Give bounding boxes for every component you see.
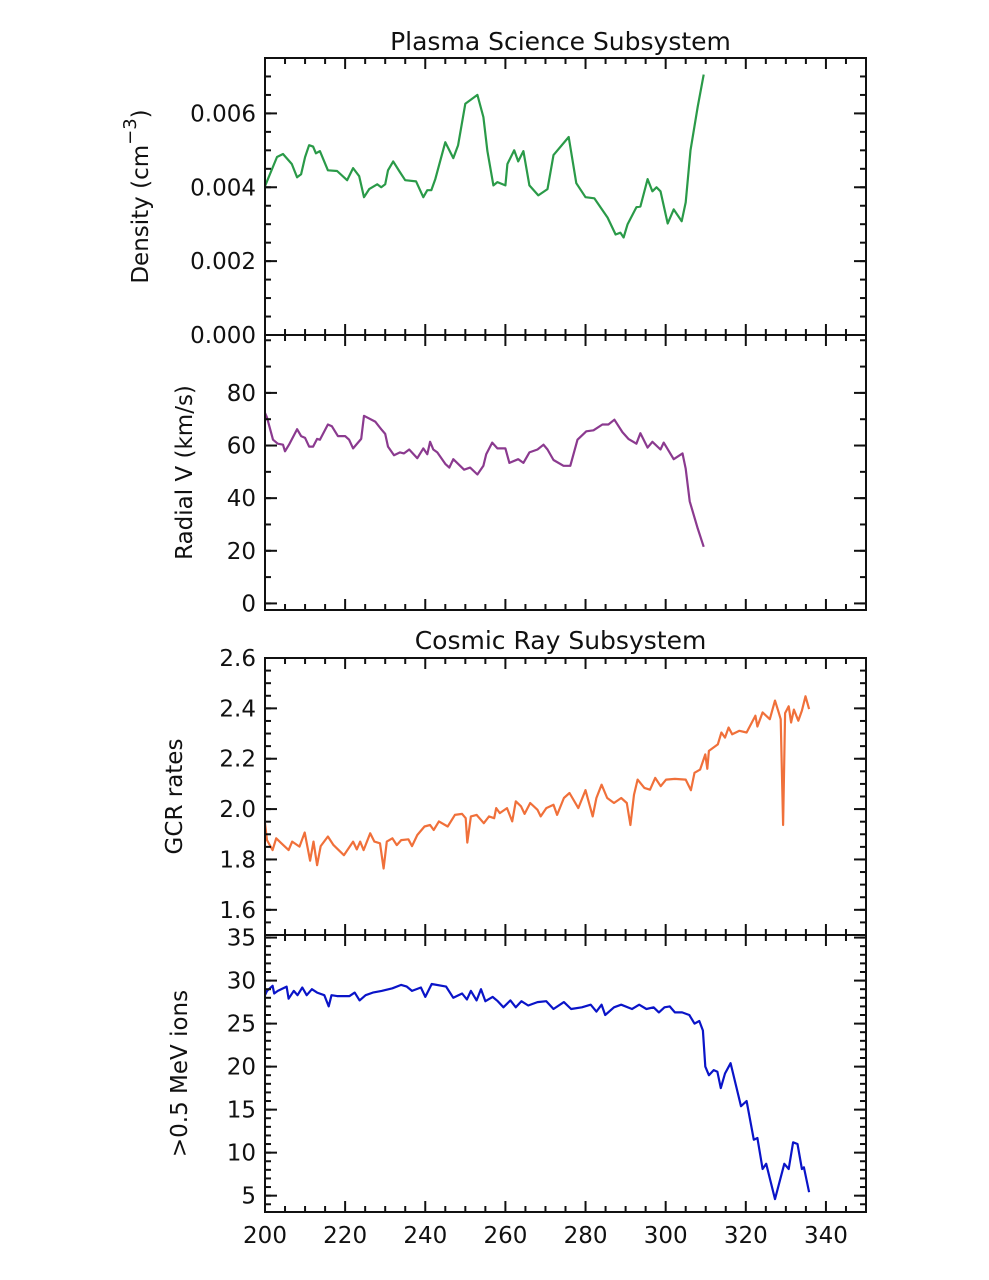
- x-tick-label: 300: [644, 1223, 688, 1249]
- chart-title: Plasma Science Subsystem: [390, 27, 731, 56]
- y-tick-label: 20: [227, 1055, 256, 1081]
- y-tick-label: 1.6: [219, 898, 256, 924]
- y-tick-label: 15: [227, 1098, 256, 1124]
- series-line: [263, 695, 811, 870]
- y-tick-label: 2.4: [219, 696, 256, 722]
- panel-4: 5 10 15 20 25 30 35 200 220 240 260 280 300 320 340 >0.…: [167, 926, 867, 1249]
- panel-3: 1.6 1.8 2.0 2.2 2.4 2.6 Cosmic Ray Subsystem GC…: [162, 626, 867, 936]
- x-tick-label: 240: [403, 1223, 447, 1249]
- y-axis-label-text: Radial V (km/s): [172, 385, 198, 560]
- x-tick-label: 260: [483, 1223, 527, 1249]
- y-axis-label: GCR rates: [162, 739, 188, 855]
- y-axis-label-superscript: −3: [120, 118, 141, 145]
- y-axis-label-text: Density (cm: [128, 145, 154, 284]
- y-tick-label: 30: [227, 969, 256, 995]
- y-tick-label: 1.8: [219, 847, 256, 873]
- x-tick-label: 280: [564, 1223, 608, 1249]
- y-tick-label: 5: [241, 1184, 256, 1210]
- y-tick-label: 35: [227, 926, 256, 952]
- y-tick-label: 0.006: [190, 101, 256, 127]
- y-tick-label: 2.2: [219, 747, 256, 773]
- y-axis-label-text: >0.5 MeV ions: [167, 990, 193, 1157]
- chart-title: Cosmic Ray Subsystem: [415, 626, 707, 655]
- plot-frame: [264, 334, 867, 611]
- y-tick-label: 2.0: [219, 797, 256, 823]
- y-tick-label: 60: [227, 434, 256, 460]
- y-tick-label: 0: [241, 591, 256, 617]
- y-tick-label: 40: [227, 486, 256, 512]
- series-line: [264, 982, 811, 1201]
- x-tick-label: 340: [804, 1223, 848, 1249]
- panel-1: 0.000 0.002 0.004 0.006 Plasma Science Subsy…: [120, 27, 867, 349]
- series-line: [263, 74, 705, 239]
- x-tick-label: 220: [323, 1223, 367, 1249]
- plot-frame: [264, 934, 867, 1213]
- y-axis-label: Density (cm−3): [120, 109, 154, 283]
- x-tick-label: 200: [243, 1223, 287, 1249]
- y-axis-label: Radial V (km/s): [172, 385, 198, 560]
- y-tick-label: 80: [227, 381, 256, 407]
- x-tick-label: 320: [724, 1223, 768, 1249]
- y-tick-label: 10: [227, 1141, 256, 1167]
- y-tick-label: 20: [227, 539, 256, 565]
- y-tick-label: 0.000: [190, 323, 256, 349]
- y-tick-label: 2.6: [219, 646, 256, 672]
- y-tick-label: 0.004: [190, 175, 256, 201]
- y-axis-label-close: ): [128, 109, 154, 118]
- y-axis-label-text: GCR rates: [162, 739, 188, 855]
- y-axis-label: >0.5 MeV ions: [167, 990, 193, 1157]
- y-tick-label: 0.002: [190, 249, 256, 275]
- y-tick-label: 25: [227, 1012, 256, 1038]
- panel-2: 0 20 40 60 80 Radial V (km/s): [172, 334, 867, 617]
- series-line: [263, 412, 705, 548]
- plot-frame: [264, 57, 867, 336]
